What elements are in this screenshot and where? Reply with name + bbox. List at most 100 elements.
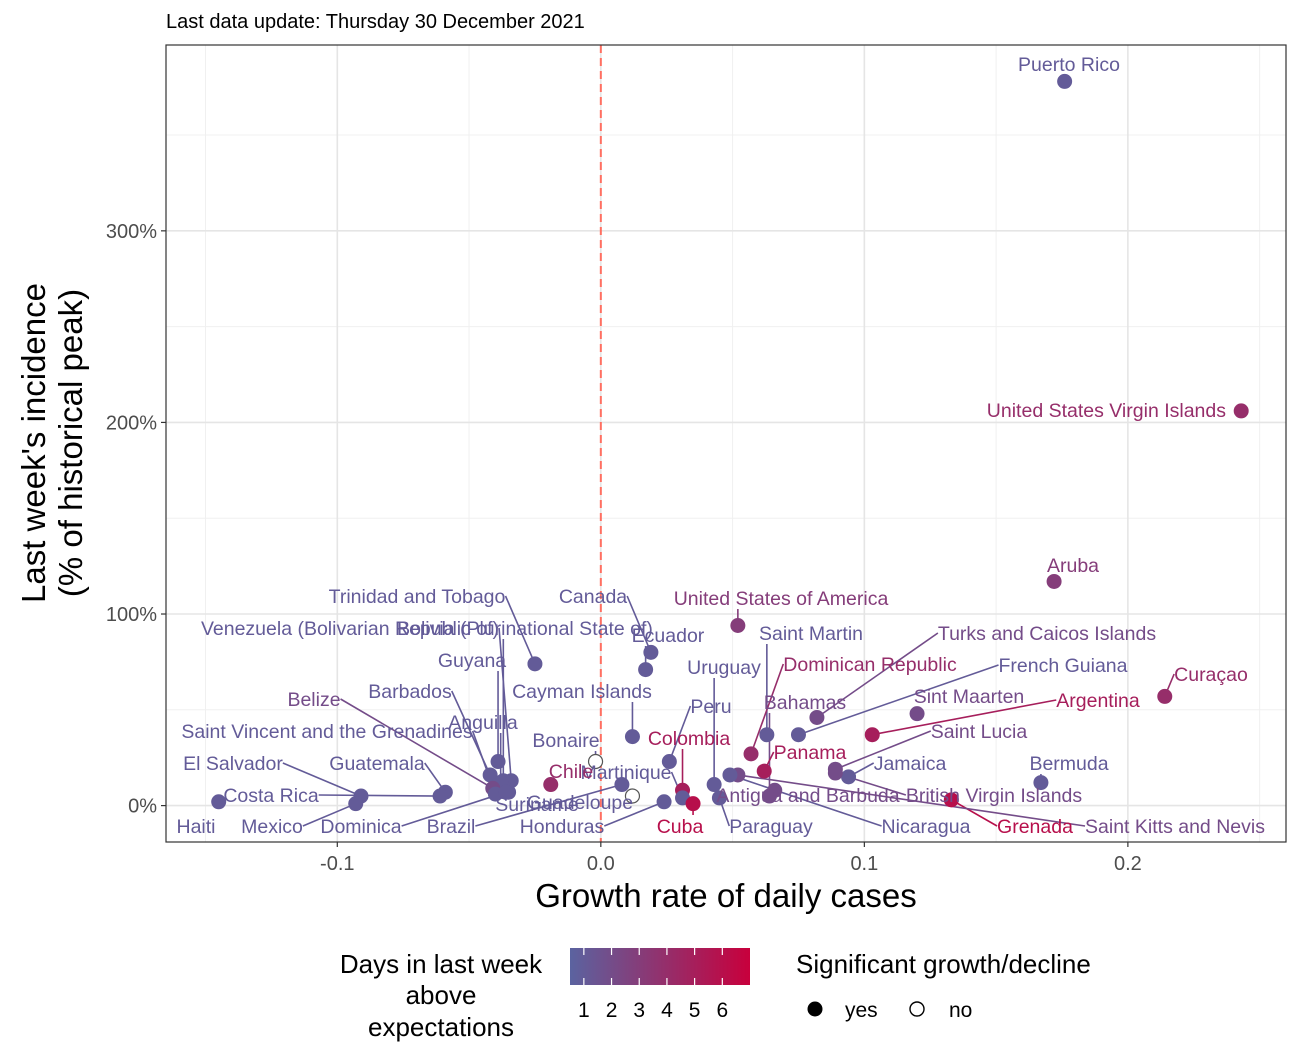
point-label: Jamaica	[874, 753, 947, 775]
point-label: Panama	[774, 742, 847, 764]
data-point	[711, 790, 727, 806]
data-point	[498, 784, 514, 800]
x-tick-label: 0.2	[1114, 853, 1142, 875]
data-point	[656, 794, 672, 810]
data-point	[827, 765, 843, 781]
point-label: Turks and Caicos Islands	[938, 623, 1156, 645]
data-point	[864, 727, 880, 743]
leader-line	[475, 783, 623, 827]
legend-yes-label: yes	[845, 999, 878, 1022]
leader-line	[626, 595, 652, 653]
data-point	[943, 792, 959, 808]
point-label: Guatemala	[329, 753, 425, 775]
point-label: Argentina	[1056, 690, 1140, 712]
leader-line	[835, 730, 932, 770]
data-point	[722, 767, 738, 783]
legend-color-bar	[570, 948, 750, 985]
data-point	[841, 769, 857, 785]
data-point	[1057, 73, 1073, 89]
legend-tick-label: 4	[661, 999, 673, 1022]
x-tick-label: -0.1	[320, 853, 354, 875]
point-label: El Salvador	[183, 753, 283, 775]
y-axis-title: Last week's incidence (% of historical p…	[15, 283, 89, 603]
legend-filled-circle-icon	[807, 1001, 823, 1017]
data-point	[482, 767, 498, 783]
point-label: Canada	[559, 586, 627, 608]
data-point	[1233, 403, 1249, 419]
legend-open-circle-icon	[909, 1001, 925, 1017]
chart-subtitle: Last data update: Thursday 30 December 2…	[166, 11, 585, 33]
data-point	[624, 729, 640, 745]
y-tick-label: 200%	[106, 412, 157, 434]
legend-tick-label: 6	[716, 999, 728, 1022]
data-point	[490, 754, 506, 770]
point-label: Belize	[287, 689, 340, 711]
point-label: Suriname	[495, 794, 578, 816]
leader-line	[737, 774, 1086, 827]
leader-line	[798, 664, 999, 736]
legend-no-label: no	[949, 999, 972, 1022]
data-points	[211, 73, 1249, 812]
legend-tick-label: 5	[689, 999, 701, 1022]
data-point	[543, 777, 559, 793]
data-point	[909, 706, 925, 722]
data-point	[1157, 688, 1173, 704]
legend-color-title-line-2: above	[406, 980, 477, 1010]
y-tick-label: 0%	[128, 796, 157, 818]
point-label: Saint Lucia	[931, 721, 1028, 743]
leader-line	[401, 791, 507, 827]
data-point	[1033, 775, 1049, 791]
data-point	[761, 788, 777, 804]
leader-line	[282, 762, 362, 797]
x-tick-label: 0.0	[587, 853, 615, 875]
leader-line	[504, 595, 536, 665]
y-tick-label: 300%	[106, 221, 157, 243]
data-point	[730, 618, 746, 634]
point-label: Nicaragua	[882, 816, 971, 838]
plot-panel-border	[165, 44, 1287, 843]
leader-line	[603, 801, 665, 827]
data-point	[348, 796, 364, 812]
y-axis-title-line-1: Last week's incidence	[15, 283, 52, 603]
point-label: United States Virgin Islands	[987, 400, 1226, 422]
point-label: Saint Kitts and Nevis	[1085, 816, 1265, 838]
point-label: Bonaire	[532, 730, 599, 752]
data-point	[211, 794, 227, 810]
point-label: Saint Vincent and the Grenadines	[181, 721, 473, 743]
point-label: Aruba	[1047, 555, 1099, 577]
legend-significance: Significant growth/decline yes no	[796, 949, 1091, 1022]
point-label: Bolivia (Plurinational State of)	[397, 618, 653, 640]
point-label: Antigua and Barbuda	[716, 785, 899, 807]
point-label: Chile	[549, 761, 593, 783]
point-label: Uruguay	[687, 657, 761, 679]
data-point	[743, 746, 759, 762]
point-label: Colombia	[648, 728, 731, 750]
data-point	[790, 727, 806, 743]
data-point	[759, 727, 775, 743]
legend-tick-label: 3	[633, 999, 645, 1022]
legend-tick-label: 1	[578, 999, 590, 1022]
point-label: Guadeloupe	[527, 792, 633, 814]
data-point	[527, 656, 543, 672]
point-label: Cayman Islands	[512, 681, 652, 703]
leader-line	[750, 663, 785, 755]
point-label: Puerto Rico	[1018, 54, 1120, 76]
legend-tick-label: 2	[606, 999, 618, 1022]
point-label: Grenada	[997, 816, 1073, 838]
point-label: Guyana	[438, 650, 506, 672]
y-tick-label: 100%	[106, 604, 157, 626]
point-label: Bahamas	[764, 692, 847, 714]
point-label: Costa Rica	[223, 785, 319, 807]
legend-color-title-line-1: Days in last week	[340, 949, 543, 979]
leader-line	[302, 802, 357, 827]
point-label: Anguilla	[448, 712, 518, 734]
leader-line	[816, 632, 939, 719]
y-axis-title-line-2: (% of historical peak)	[52, 289, 89, 597]
data-point	[432, 788, 448, 804]
leader-line	[340, 698, 494, 790]
data-point	[756, 763, 772, 779]
point-label: Venezuela (Bolivarian Republic of)	[201, 618, 499, 640]
